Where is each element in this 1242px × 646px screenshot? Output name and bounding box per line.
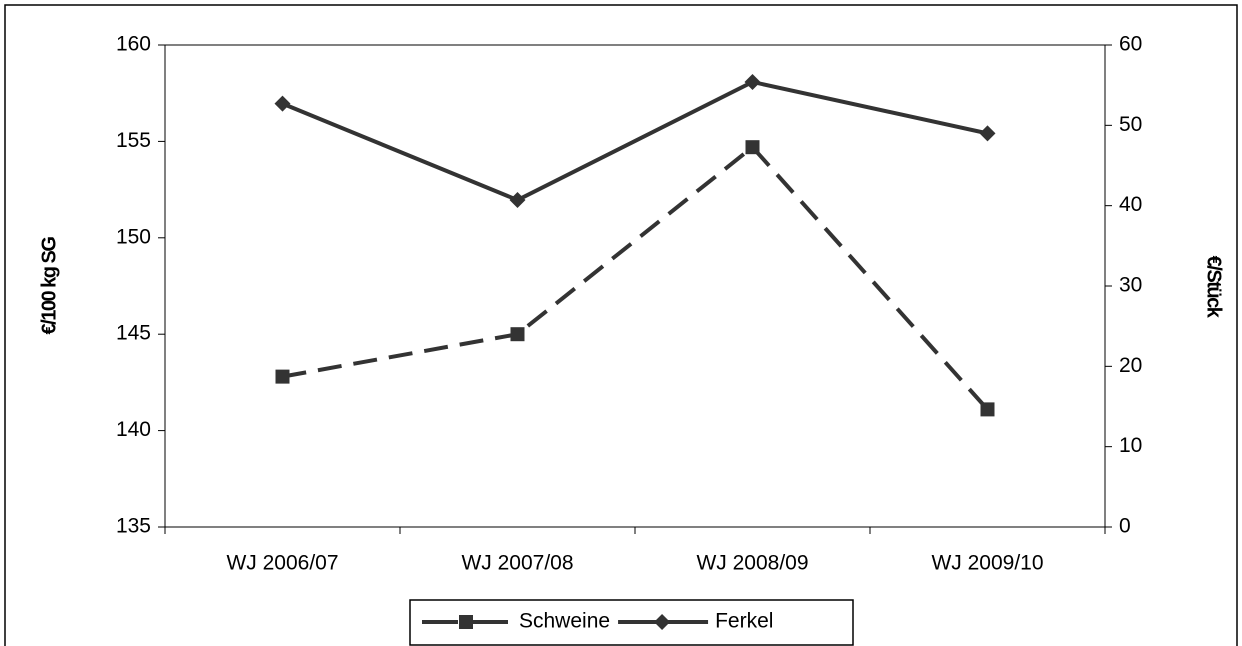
marker (510, 327, 525, 342)
y2-tick-label: 20 (1119, 354, 1142, 377)
y-tick-label: 135 (116, 515, 151, 538)
y-tick-label: 155 (116, 129, 151, 152)
marker (274, 95, 291, 112)
frame (4, 4, 1238, 646)
y2-tick-label: 10 (1119, 434, 1142, 457)
x-tick-label: WJ 2008/09 (696, 552, 808, 575)
y-tick-label: 145 (116, 322, 151, 345)
y2-tick-label: 50 (1119, 113, 1142, 136)
marker (459, 615, 473, 629)
y-tick-label: 140 (116, 418, 151, 441)
y2-tick-label: 0 (1119, 515, 1131, 538)
series-line (281, 79, 988, 203)
y2-tick-label: 60 (1119, 33, 1142, 56)
x-tick-label: WJ 2006/07 (226, 552, 338, 575)
y-tick-label: 150 (116, 225, 151, 248)
marker (980, 402, 995, 417)
marker (654, 614, 671, 630)
y-tick-label: 160 (116, 33, 151, 56)
marker (744, 73, 761, 90)
y2-tick-label: 40 (1119, 193, 1142, 216)
marker (745, 140, 760, 155)
legend-label: Schweine (519, 610, 610, 633)
marker (979, 125, 996, 142)
x-tick-label: WJ 2007/08 (461, 552, 573, 575)
legend-label: Ferkel (715, 610, 773, 633)
y2-tick-label: 30 (1119, 274, 1142, 297)
marker (509, 192, 526, 209)
marker (275, 369, 290, 384)
y2-axis-label: €/Stück (1203, 256, 1225, 319)
series-line (282, 144, 989, 411)
x-tick-label: WJ 2009/10 (931, 552, 1043, 575)
y-axis-label: €/100 kg SG (38, 237, 60, 335)
plot-area (164, 44, 1106, 528)
